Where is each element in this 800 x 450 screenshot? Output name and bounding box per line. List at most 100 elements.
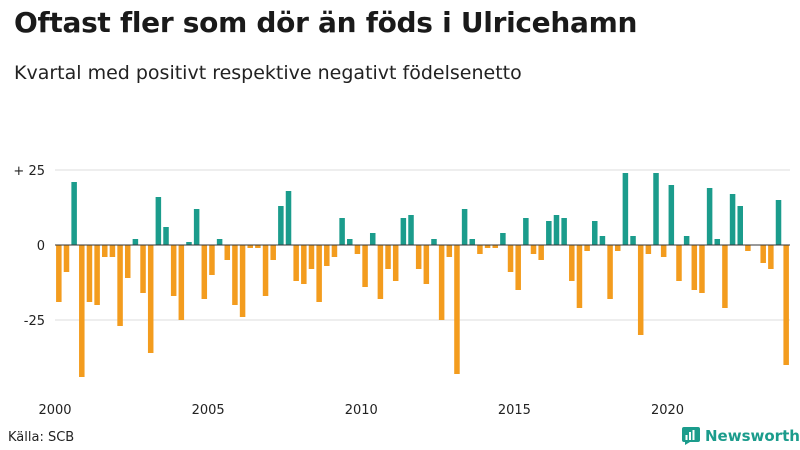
bar (262, 245, 269, 296)
bar (706, 188, 713, 245)
bar (523, 218, 529, 245)
bar (408, 215, 414, 245)
bar (637, 245, 644, 335)
bar (56, 245, 62, 302)
newsworthy-logo-icon (682, 427, 700, 445)
y-tick-label: 0 (37, 239, 45, 254)
bar (255, 245, 261, 248)
bar (645, 245, 652, 254)
bar (768, 245, 774, 269)
bar (285, 191, 292, 245)
bar (576, 245, 583, 308)
bar (377, 245, 384, 299)
bar (714, 239, 721, 245)
chart-title: Oftast fler som dör än föds i Ulricehamn (14, 6, 638, 39)
bar (423, 245, 430, 284)
bar (431, 239, 437, 245)
bar (477, 245, 483, 254)
x-tick-label: 2005 (192, 403, 225, 418)
bar (193, 209, 200, 245)
bar (500, 233, 506, 245)
bar (454, 245, 460, 374)
bar (561, 218, 567, 245)
bar (660, 245, 667, 257)
bar (722, 245, 728, 308)
bar (553, 215, 560, 245)
bar (492, 245, 498, 248)
bar (339, 218, 345, 245)
bar (469, 239, 476, 245)
bar (737, 206, 743, 245)
bar (775, 200, 782, 245)
bar (147, 245, 154, 353)
x-tick-label: 2020 (651, 403, 684, 418)
bar (438, 245, 445, 320)
x-tick-label: 2015 (498, 403, 531, 418)
bar (239, 245, 246, 317)
bar (546, 221, 552, 245)
brand-name: Newsworthy (705, 427, 800, 445)
bar (614, 245, 621, 251)
bar (331, 245, 338, 257)
bar (247, 245, 253, 248)
bar (599, 236, 606, 245)
bar (362, 245, 368, 287)
bar (63, 245, 70, 272)
bar (163, 227, 169, 245)
bar (224, 245, 231, 260)
bar (385, 245, 391, 269)
bar (699, 245, 705, 293)
bar (79, 245, 85, 377)
bar (630, 236, 636, 245)
bar (760, 245, 766, 263)
bar (201, 245, 208, 299)
bar (538, 245, 544, 260)
bar (668, 185, 675, 245)
bar (132, 239, 139, 245)
bar (745, 245, 751, 251)
bar (209, 245, 215, 275)
y-tick-label: -25 (24, 314, 45, 329)
bar (301, 245, 307, 284)
bar (155, 197, 162, 245)
bar (783, 245, 789, 365)
bar (216, 239, 223, 245)
bar (569, 245, 575, 281)
source-note: Källa: SCB (8, 430, 75, 445)
bar (124, 245, 131, 278)
bar (308, 245, 315, 269)
bar (592, 221, 598, 245)
bar (446, 245, 453, 257)
bar (186, 242, 192, 245)
bar (622, 173, 629, 245)
bar (729, 194, 736, 245)
bar (400, 218, 407, 245)
bar (683, 236, 690, 245)
brand-logo[interactable]: Newsworthy (682, 427, 800, 445)
bar (484, 245, 491, 248)
bar (507, 245, 514, 272)
chart-subtitle: Kvartal med positivt respektive negativt… (14, 62, 522, 84)
bar (415, 245, 422, 269)
bar (232, 245, 238, 305)
bar (515, 245, 521, 290)
x-tick-label: 2000 (38, 403, 71, 418)
bar (392, 245, 399, 281)
bar (461, 209, 468, 245)
bar (607, 245, 613, 299)
bar (347, 239, 353, 245)
bar (278, 206, 284, 245)
bar (691, 245, 698, 290)
bar (293, 245, 299, 281)
bar (71, 182, 77, 245)
x-tick-label: 2010 (345, 403, 378, 418)
bar (109, 245, 116, 257)
bar (584, 245, 590, 251)
y-tick-label: + 25 (13, 164, 45, 179)
bar (530, 245, 537, 254)
bar (653, 173, 659, 245)
bar (178, 245, 185, 320)
bar (86, 245, 93, 302)
bar (354, 245, 361, 254)
